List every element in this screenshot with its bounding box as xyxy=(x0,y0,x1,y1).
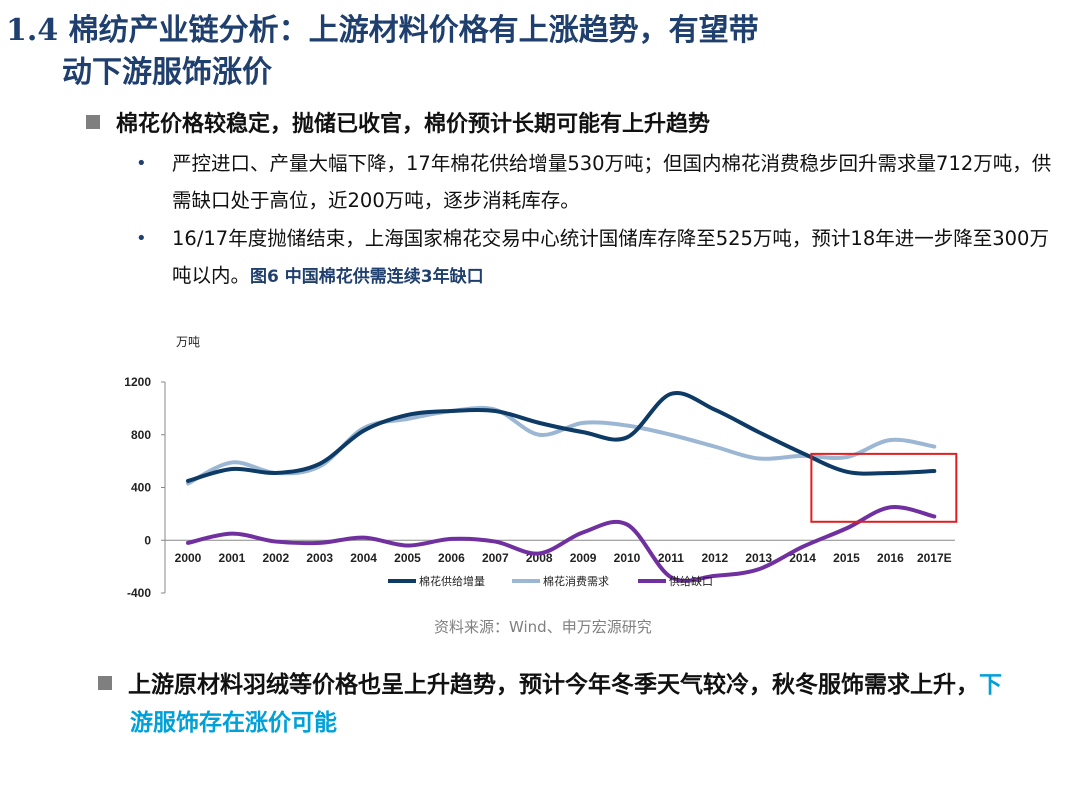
legend-label: 供给缺口 xyxy=(669,574,713,588)
series-line-0 xyxy=(186,390,937,483)
slide-title-line2: 动下游服饰涨价 xyxy=(62,55,272,90)
dot-bullet-icon: • xyxy=(136,153,147,174)
y-tick-label: 0 xyxy=(144,533,151,547)
x-tick-label: 2002 xyxy=(262,551,289,565)
y-tick-label: 1200 xyxy=(124,375,151,389)
slide-title: 1.4 棉纺产业链分析：上游材料价格有上涨趋势，有望带 动下游服饰涨价 xyxy=(6,10,1066,94)
x-tick-label: 2006 xyxy=(438,551,465,565)
bullet-2-wrap: 上游原材料羽绒等价格也呈上升趋势，预计今年冬季天气较冷，秋冬服饰需求上升，下游服… xyxy=(98,666,1018,742)
bullet-2-text: 上游原材料羽绒等价格也呈上升趋势，预计今年冬季天气较冷，秋冬服饰需求上升， xyxy=(128,672,979,698)
x-tick-label: 2010 xyxy=(614,551,641,565)
y-tick-label: -400 xyxy=(127,586,151,600)
x-tick-label: 2014 xyxy=(789,551,816,565)
sub-bullet-1-text: 严控进口、产量大幅下降，17年棉花供给增量530万吨；但国内棉花消费稳步回升需求… xyxy=(172,152,1052,212)
bullet-2: 上游原材料羽绒等价格也呈上升趋势，预计今年冬季天气较冷，秋冬服饰需求上升，下游服… xyxy=(98,666,1018,742)
x-tick-label: 2013 xyxy=(745,551,772,565)
bullet-2-highlight: 下游服饰存在涨价可能 xyxy=(130,672,1002,736)
series-line-2 xyxy=(186,505,937,583)
x-tick-label: 2009 xyxy=(570,551,597,565)
dot-bullet-icon: • xyxy=(136,228,147,249)
x-tick-label: 2012 xyxy=(701,551,728,565)
sub-bullet-1: • 严控进口、产量大幅下降，17年棉花供给增量530万吨；但国内棉花消费稳步回升… xyxy=(136,145,1066,219)
highlight-box xyxy=(810,452,958,523)
x-tick-label: 2017E xyxy=(917,551,952,565)
figure-caption: 图6 中国棉花供需连续3年缺口 xyxy=(250,267,484,287)
source-note: 资料来源：Wind、申万宏源研究 xyxy=(434,618,652,636)
bullet-1-heading: 棉花价格较稳定，抛储已收官，棉价预计长期可能有上升趋势 xyxy=(116,112,711,137)
sub-bullet-2-text: 16/17年度抛储结束，上海国家棉花交易中心统计国储库存降至525万吨，预计18… xyxy=(172,227,1049,287)
square-bullet-icon xyxy=(86,115,100,129)
bullet-1: 棉花价格较稳定，抛储已收官，棉价预计长期可能有上升趋势 xyxy=(86,108,1046,142)
y-axis-unit-label: 万吨 xyxy=(176,335,200,349)
x-tick-label: 2005 xyxy=(394,551,421,565)
square-bullet-icon xyxy=(98,675,112,690)
legend-label: 棉花供给增量 xyxy=(419,574,485,588)
x-tick-label: 2007 xyxy=(482,551,509,565)
x-tick-label: 2000 xyxy=(175,551,202,565)
y-tick-label: 400 xyxy=(131,481,151,495)
x-tick-label: 2011 xyxy=(658,551,684,565)
x-tick-label: 2015 xyxy=(833,551,860,565)
x-tick-label: 2004 xyxy=(350,551,377,565)
x-tick-label: 2001 xyxy=(219,551,246,565)
legend-label: 棉花消费需求 xyxy=(543,574,609,588)
x-tick-label: 2016 xyxy=(877,551,904,565)
sub-bullet-2-wrap: 16/17年度抛储结束，上海国家棉花交易中心统计国储库存降至525万吨，预计18… xyxy=(136,220,1066,296)
x-tick-label: 2003 xyxy=(306,551,333,565)
slide-title-line1: 1.4 棉纺产业链分析：上游材料价格有上涨趋势，有望带 xyxy=(6,13,759,48)
y-tick-label: 800 xyxy=(131,428,151,442)
sub-bullet-2: • 16/17年度抛储结束，上海国家棉花交易中心统计国储库存降至525万吨，预计… xyxy=(136,220,1066,296)
